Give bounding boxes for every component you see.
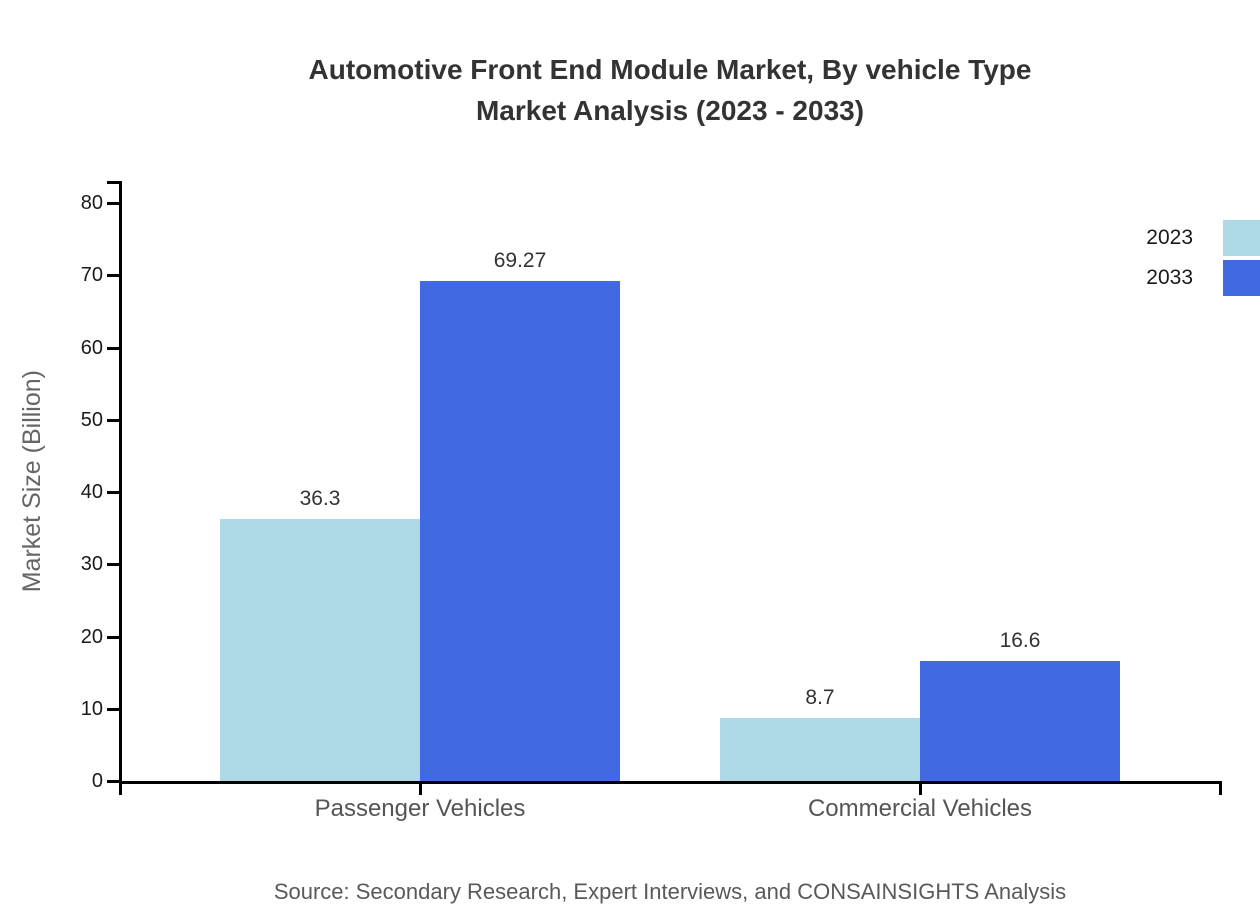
y-tick-label: 40 xyxy=(80,481,103,503)
legend-label-2033: 2033 xyxy=(1146,266,1193,289)
bar-2023-commercial-vehicles xyxy=(720,718,920,781)
x-axis-right-cap xyxy=(1219,781,1222,795)
bar-value-label-2023-commercial-vehicles: 8.7 xyxy=(805,686,835,710)
y-tick-label: 0 xyxy=(91,770,103,792)
legend-label-2023: 2023 xyxy=(1146,226,1193,249)
category-label-1: Passenger Vehicles xyxy=(314,795,526,822)
legend-entry-2033: 2033 xyxy=(1146,260,1260,296)
legend: 2023 2033 xyxy=(1146,220,1260,300)
bar-value-label-2023-passenger-vehicles: 36.3 xyxy=(299,486,341,510)
legend-swatch-2033 xyxy=(1223,260,1260,296)
y-tick-label: 70 xyxy=(80,264,103,286)
y-tick xyxy=(107,708,119,711)
x-axis-left-cap xyxy=(119,781,122,795)
y-tick xyxy=(107,419,119,422)
bar-2023-passenger-vehicles xyxy=(220,518,420,781)
y-tick-label: 30 xyxy=(80,553,103,575)
category-label-2: Commercial Vehicles xyxy=(807,795,1033,822)
bar-value-label-2033-passenger-vehicles: 69.27 xyxy=(493,248,547,272)
y-tick-label: 50 xyxy=(80,409,103,431)
x-tick xyxy=(919,781,922,795)
x-tick xyxy=(419,781,422,795)
x-axis-spine xyxy=(119,781,1222,784)
y-tick xyxy=(107,347,119,350)
legend-swatch-2023 xyxy=(1223,220,1260,256)
chart-title: Automotive Front End Module Market, By v… xyxy=(120,49,1220,131)
y-tick-label: 20 xyxy=(80,626,103,648)
y-axis-end-cap xyxy=(107,181,119,184)
bar-2033-commercial-vehicles xyxy=(920,661,1120,781)
chart-title-line2: Market Analysis (2023 - 2033) xyxy=(475,95,865,126)
y-tick xyxy=(107,491,119,494)
chart-title-line1: Automotive Front End Module Market, By v… xyxy=(308,54,1032,85)
y-tick xyxy=(107,780,119,783)
y-tick-label: 60 xyxy=(80,337,103,359)
bar-value-label-2033-commercial-vehicles: 16.6 xyxy=(999,629,1041,653)
legend-entry-2023: 2023 xyxy=(1146,220,1260,256)
y-tick-label: 80 xyxy=(80,192,103,214)
y-tick-label: 10 xyxy=(80,698,103,720)
y-tick xyxy=(107,636,119,639)
y-tick xyxy=(107,274,119,277)
bar-2033-passenger-vehicles xyxy=(420,280,620,781)
y-tick xyxy=(107,563,119,566)
y-tick xyxy=(107,202,119,205)
source-note: Source: Secondary Research, Expert Inter… xyxy=(273,879,1067,904)
y-axis-spine xyxy=(119,181,122,784)
